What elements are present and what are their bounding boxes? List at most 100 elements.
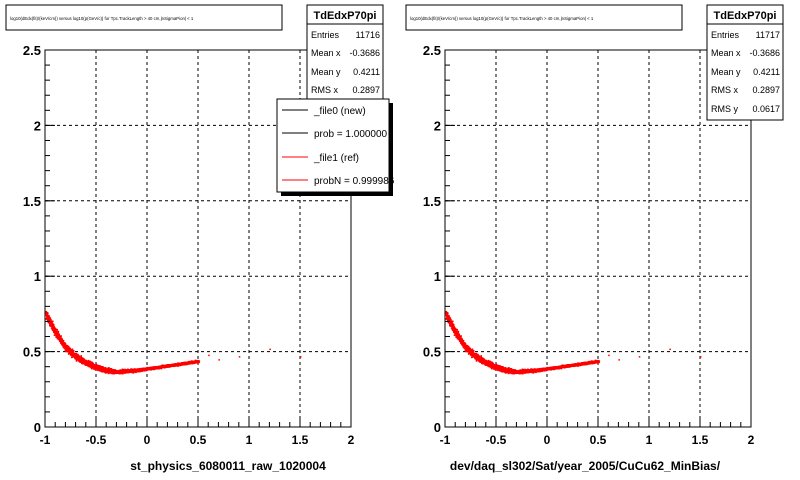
data-point [456, 338, 459, 340]
data-point [161, 365, 163, 368]
data-point-outlier [208, 354, 210, 357]
data-point [61, 344, 64, 346]
data-point [62, 340, 64, 342]
data-point [57, 330, 60, 333]
data-point [468, 347, 471, 350]
data-point [86, 363, 88, 366]
data-point [457, 330, 460, 333]
data-point [130, 370, 132, 373]
data-point [468, 351, 471, 353]
data-point [81, 359, 83, 361]
data-point [81, 362, 83, 365]
left-legend: _file0 (new) prob = 1.000000 _file1 (ref… [276, 98, 395, 196]
data-point [457, 336, 460, 338]
data-point [188, 361, 190, 364]
data-point [451, 324, 454, 327]
data-point [107, 367, 109, 370]
data-point [80, 355, 82, 357]
data-point [453, 327, 455, 330]
data-point [50, 327, 53, 329]
data-point [126, 371, 129, 373]
data-point [174, 364, 177, 366]
data-point [127, 369, 129, 371]
data-point [448, 318, 451, 321]
data-point [53, 331, 55, 333]
data-point [75, 353, 78, 355]
data-point [466, 349, 468, 351]
y-tick-label: 1.5 [23, 194, 41, 209]
data-point [77, 360, 80, 362]
data-point [51, 321, 53, 323]
left-stats-label: RMS x [311, 85, 339, 95]
data-point [48, 317, 50, 320]
data-point [474, 353, 477, 356]
left-stats-label: Mean y [311, 67, 341, 77]
left-stats-label: Entries [311, 30, 340, 40]
data-point [63, 347, 66, 349]
x-tick-label: 0 [144, 433, 151, 447]
data-point [91, 361, 93, 364]
data-point [459, 335, 461, 338]
data-point [89, 365, 91, 367]
left-stats-value: 11716 [356, 30, 380, 40]
data-point [461, 344, 464, 346]
data-point [95, 364, 97, 366]
data-point-outlier [238, 356, 241, 358]
data-point [76, 354, 79, 357]
data-point [117, 370, 119, 373]
data-point [463, 343, 465, 345]
data-point [93, 366, 96, 368]
data-point [470, 351, 473, 354]
data-point [178, 363, 180, 366]
data-point [89, 360, 92, 363]
data-point [92, 367, 95, 370]
data-point [81, 362, 84, 365]
data-point [101, 366, 103, 369]
data-point [50, 324, 53, 326]
data-point [78, 356, 80, 359]
data-point [99, 365, 102, 368]
data-point [456, 334, 458, 337]
data-point [151, 367, 153, 370]
data-point [124, 369, 126, 371]
data-point [197, 360, 200, 363]
data-point [467, 346, 470, 348]
data-point [90, 367, 93, 369]
data-point [66, 350, 68, 352]
data-point [460, 337, 462, 340]
data-point [83, 362, 86, 364]
data-point [149, 367, 152, 369]
data-point [53, 329, 56, 331]
data-point [59, 340, 62, 343]
data-point [67, 348, 69, 350]
data-point [60, 337, 62, 340]
data-point [114, 372, 117, 374]
data-point [104, 367, 107, 370]
data-point [71, 353, 73, 356]
data-point [104, 368, 107, 371]
data-point [112, 369, 115, 371]
data-point [60, 340, 63, 343]
y-tick-label: 0.5 [23, 345, 41, 360]
data-point [115, 370, 118, 373]
data-point [87, 361, 89, 364]
data-point [79, 357, 81, 360]
data-point [184, 362, 187, 365]
data-point [82, 359, 85, 362]
data-point [56, 329, 58, 331]
data-point [60, 335, 62, 337]
data-point [69, 350, 71, 352]
data-point [109, 371, 111, 373]
left-title: log10(dEdx(fit)/(keV/cm)) versus log10(p… [10, 16, 194, 21]
data-point [123, 370, 126, 373]
data-point [49, 324, 51, 327]
data-point [52, 320, 54, 323]
data-point [65, 346, 67, 349]
data-point [144, 368, 146, 371]
data-point [101, 370, 103, 372]
data-point [453, 324, 455, 326]
data-point [79, 358, 82, 360]
data-point [154, 366, 157, 369]
data-point [445, 313, 448, 316]
y-tick-label: 0 [34, 420, 41, 435]
